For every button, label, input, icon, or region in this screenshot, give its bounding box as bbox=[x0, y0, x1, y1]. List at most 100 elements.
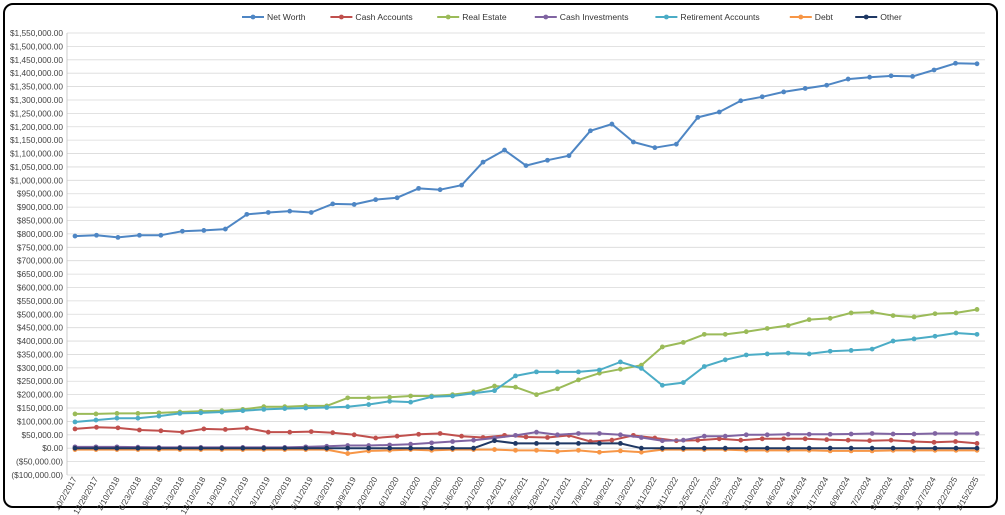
data-point bbox=[135, 415, 141, 421]
data-point bbox=[523, 163, 529, 169]
data-point bbox=[219, 445, 225, 451]
data-point bbox=[534, 369, 539, 375]
y-tick-label: $850,000.00 bbox=[17, 216, 64, 226]
y-tick-label: $550,000.00 bbox=[17, 296, 64, 306]
legend-label: Cash Accounts bbox=[355, 12, 412, 22]
y-tick-label: $600,000.00 bbox=[17, 282, 64, 292]
data-point bbox=[597, 440, 602, 446]
data-point bbox=[373, 435, 379, 441]
y-tick-label: $300,000.00 bbox=[17, 363, 64, 373]
y-tick-label: $350,000.00 bbox=[17, 349, 64, 359]
y-tick-label: $1,550,000.00 bbox=[10, 28, 63, 38]
data-point bbox=[534, 447, 539, 453]
y-tick-label: $0.00 bbox=[42, 443, 63, 453]
data-point bbox=[492, 383, 497, 389]
data-point bbox=[785, 350, 791, 356]
data-point bbox=[93, 445, 99, 451]
chart-frame bbox=[3, 3, 998, 508]
data-point bbox=[695, 437, 701, 443]
data-point bbox=[911, 445, 917, 451]
data-point bbox=[806, 317, 812, 323]
data-point bbox=[545, 435, 550, 440]
y-tick-label: ($100,000.00) bbox=[11, 470, 63, 480]
data-point bbox=[287, 429, 293, 435]
data-point bbox=[673, 141, 679, 147]
data-point bbox=[806, 431, 812, 437]
data-point bbox=[137, 232, 142, 238]
series-cash-accounts bbox=[72, 424, 980, 446]
data-point bbox=[890, 338, 896, 344]
legend-label: Net Worth bbox=[267, 12, 306, 22]
y-tick-label: $150,000.00 bbox=[17, 403, 64, 413]
data-point bbox=[179, 429, 185, 435]
data-point bbox=[576, 369, 581, 375]
legend-label: Cash Investments bbox=[560, 12, 629, 22]
data-point bbox=[869, 346, 875, 352]
data-point bbox=[261, 406, 267, 412]
series-real-estate bbox=[72, 307, 980, 417]
data-point bbox=[72, 411, 78, 417]
data-point bbox=[471, 437, 476, 443]
data-point bbox=[827, 445, 833, 451]
data-point bbox=[416, 431, 422, 437]
data-point bbox=[911, 314, 917, 320]
data-point bbox=[680, 437, 686, 443]
data-point bbox=[366, 445, 372, 451]
series-lines bbox=[72, 60, 980, 456]
legend-item: Retirement Accounts bbox=[655, 12, 760, 22]
y-tick-label: $1,350,000.00 bbox=[10, 82, 63, 92]
series-other bbox=[72, 438, 980, 451]
data-point bbox=[555, 432, 560, 438]
data-point bbox=[680, 340, 686, 345]
legend-marker bbox=[863, 14, 869, 20]
legend-item: Real Estate bbox=[437, 12, 507, 22]
data-point bbox=[652, 145, 658, 151]
data-point bbox=[387, 445, 393, 451]
data-point bbox=[330, 430, 336, 436]
data-point bbox=[888, 73, 894, 79]
data-point bbox=[680, 445, 686, 451]
data-point bbox=[480, 159, 486, 165]
data-point bbox=[617, 448, 623, 454]
data-point bbox=[701, 364, 707, 369]
data-point bbox=[869, 309, 875, 315]
data-point bbox=[345, 445, 351, 451]
data-point bbox=[72, 445, 78, 451]
data-point bbox=[219, 409, 225, 415]
data-point bbox=[135, 445, 141, 451]
data-point bbox=[351, 432, 357, 438]
data-point bbox=[617, 440, 623, 446]
y-tick-label: $1,450,000.00 bbox=[10, 55, 63, 65]
data-point bbox=[523, 434, 529, 440]
data-point bbox=[848, 431, 854, 437]
legend-label: Other bbox=[880, 12, 902, 22]
y-tick-label: $250,000.00 bbox=[17, 376, 64, 386]
y-tick-label: $50,000.00 bbox=[21, 430, 63, 440]
data-point bbox=[911, 336, 917, 342]
data-point bbox=[373, 197, 379, 203]
data-point bbox=[282, 445, 288, 451]
data-point bbox=[953, 431, 959, 436]
y-tick-label: ($50,000.00) bbox=[16, 457, 63, 467]
y-tick-label: $1,500,000.00 bbox=[10, 41, 63, 51]
data-point bbox=[492, 388, 497, 394]
series-retirement-accounts bbox=[72, 330, 980, 425]
legend-label: Debt bbox=[815, 12, 834, 22]
data-point bbox=[716, 436, 722, 442]
data-point bbox=[265, 210, 271, 215]
data-point bbox=[609, 121, 615, 127]
data-point bbox=[845, 437, 851, 443]
data-point bbox=[785, 323, 791, 328]
data-point bbox=[701, 433, 707, 439]
data-point bbox=[617, 432, 623, 438]
data-point bbox=[630, 139, 636, 145]
data-point bbox=[303, 445, 309, 451]
data-point bbox=[974, 445, 980, 451]
data-point bbox=[597, 431, 602, 436]
data-point bbox=[450, 445, 455, 451]
data-point bbox=[785, 445, 791, 451]
data-point bbox=[716, 109, 722, 115]
data-point bbox=[764, 432, 770, 438]
data-point bbox=[974, 440, 980, 446]
data-point bbox=[827, 348, 833, 354]
